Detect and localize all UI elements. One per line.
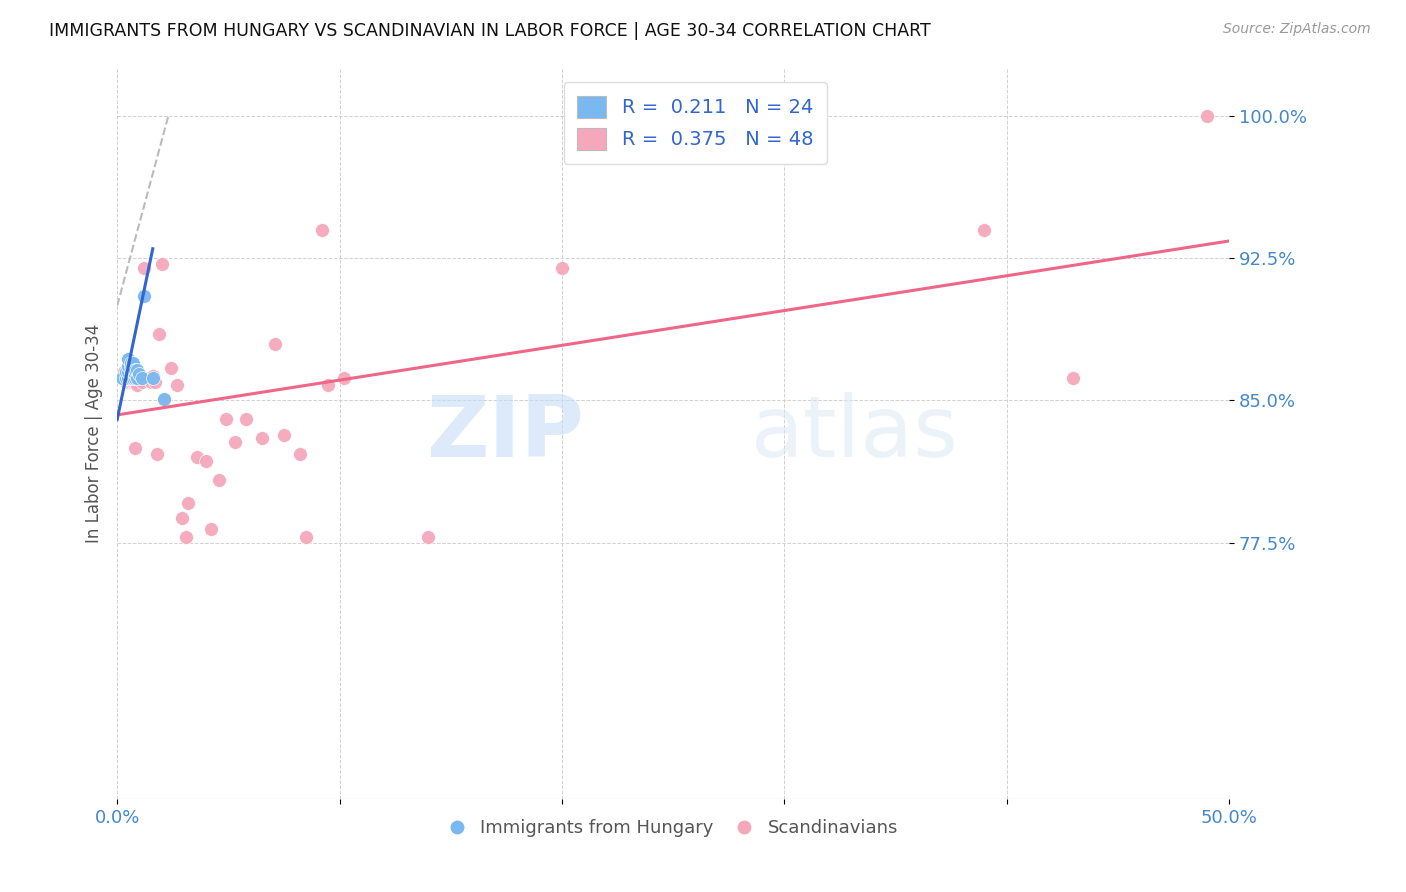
Point [215, 412, 238, 426]
Point [177, 496, 200, 510]
Point [418, 530, 440, 544]
Point [186, 450, 208, 465]
Point [150, 257, 173, 271]
Point [121, 365, 143, 379]
Point [153, 392, 176, 406]
Point [120, 355, 142, 369]
Point [295, 530, 318, 544]
Point [200, 523, 222, 537]
Point [120, 370, 142, 384]
Point [120, 375, 142, 389]
Point [128, 367, 150, 381]
Text: Source: ZipAtlas.com: Source: ZipAtlas.com [1223, 22, 1371, 37]
Point [117, 359, 139, 374]
Point [121, 355, 143, 369]
Point [146, 447, 169, 461]
Point [333, 370, 356, 384]
Point [264, 336, 287, 351]
Point [973, 223, 995, 237]
Point [124, 441, 146, 455]
Point [208, 473, 231, 487]
Point [1062, 370, 1084, 384]
Point [166, 378, 188, 392]
Point [288, 447, 311, 461]
Point [112, 365, 135, 379]
Point [224, 435, 246, 450]
Text: atlas: atlas [751, 392, 959, 475]
Point [115, 368, 138, 383]
Point [195, 454, 218, 468]
Text: IMMIGRANTS FROM HUNGARY VS SCANDINAVIAN IN LABOR FORCE | AGE 30-34 CORRELATION C: IMMIGRANTS FROM HUNGARY VS SCANDINAVIAN … [49, 22, 931, 40]
Point [131, 370, 153, 384]
Point [121, 375, 143, 389]
Point [124, 370, 146, 384]
Point [174, 530, 197, 544]
Point [124, 367, 146, 381]
Point [235, 412, 257, 426]
Point [115, 375, 138, 389]
Point [318, 378, 340, 392]
Point [127, 378, 149, 392]
Point [117, 365, 139, 379]
Point [124, 375, 146, 389]
Point [127, 370, 149, 384]
Point [170, 511, 193, 525]
Text: ZIP: ZIP [426, 392, 583, 475]
Point [139, 375, 162, 389]
Point [121, 370, 143, 384]
Point [153, 393, 176, 408]
Point [142, 368, 165, 383]
Point [132, 289, 155, 303]
Point [117, 370, 139, 384]
Point [127, 363, 149, 377]
Point [131, 375, 153, 389]
Point [120, 359, 142, 374]
Y-axis label: In Labor Force | Age 30-34: In Labor Force | Age 30-34 [86, 324, 103, 543]
Point [273, 427, 295, 442]
Point [112, 370, 135, 384]
Point [111, 370, 134, 384]
Point [143, 375, 166, 389]
Point [148, 327, 170, 342]
Legend: Immigrants from Hungary, Scandinavians: Immigrants from Hungary, Scandinavians [440, 812, 905, 845]
Point [121, 368, 143, 383]
Point [136, 370, 159, 384]
Point [250, 432, 273, 446]
Point [124, 363, 146, 377]
Point [311, 223, 333, 237]
Point [117, 368, 139, 383]
Point [159, 361, 181, 376]
Point [132, 260, 155, 275]
Point [117, 351, 139, 366]
Point [115, 365, 138, 379]
Point [117, 375, 139, 389]
Point [551, 260, 574, 275]
Point [128, 370, 150, 384]
Point [115, 370, 138, 384]
Point [1195, 109, 1218, 123]
Point [120, 365, 142, 379]
Point [142, 370, 165, 384]
